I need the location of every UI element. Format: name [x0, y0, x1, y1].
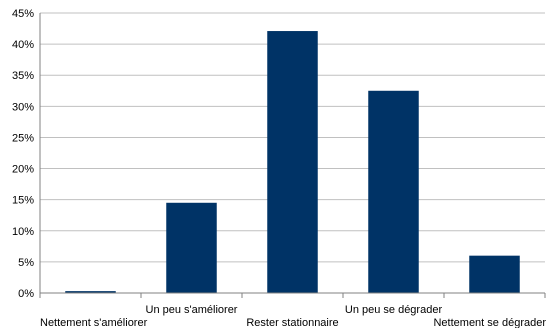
- y-tick-label: 25%: [12, 132, 34, 144]
- x-category-label: Un peu s'améliorer: [146, 304, 238, 316]
- bar-2: [166, 202, 217, 293]
- y-tick-label: 5%: [18, 257, 34, 269]
- bar-3: [267, 31, 318, 294]
- y-tick-label: 20%: [12, 164, 34, 176]
- x-category-label: Nettement se dégrader: [433, 317, 546, 328]
- y-tick-label: 10%: [12, 226, 34, 238]
- x-category-label: Nettement s'améliorer: [40, 317, 148, 328]
- y-tick-label: 35%: [12, 70, 34, 82]
- y-tick-label: 45%: [12, 8, 34, 20]
- y-tick-label: 15%: [12, 195, 34, 207]
- bar-5: [469, 255, 520, 293]
- y-tick-label: 30%: [12, 101, 34, 113]
- y-tick-label: 0%: [18, 288, 34, 300]
- y-tick-label: 40%: [12, 39, 34, 51]
- axes: [39, 13, 546, 298]
- y-tick-labels: 0% 5% 10% 15% 20% 25% 30% 35% 40% 45%: [12, 8, 34, 300]
- x-category-label: Un peu se dégrader: [345, 304, 443, 316]
- bars: [65, 31, 520, 294]
- bar-1: [65, 291, 116, 293]
- bar-4: [368, 90, 419, 294]
- x-category-label: Rester stationnaire: [246, 317, 338, 328]
